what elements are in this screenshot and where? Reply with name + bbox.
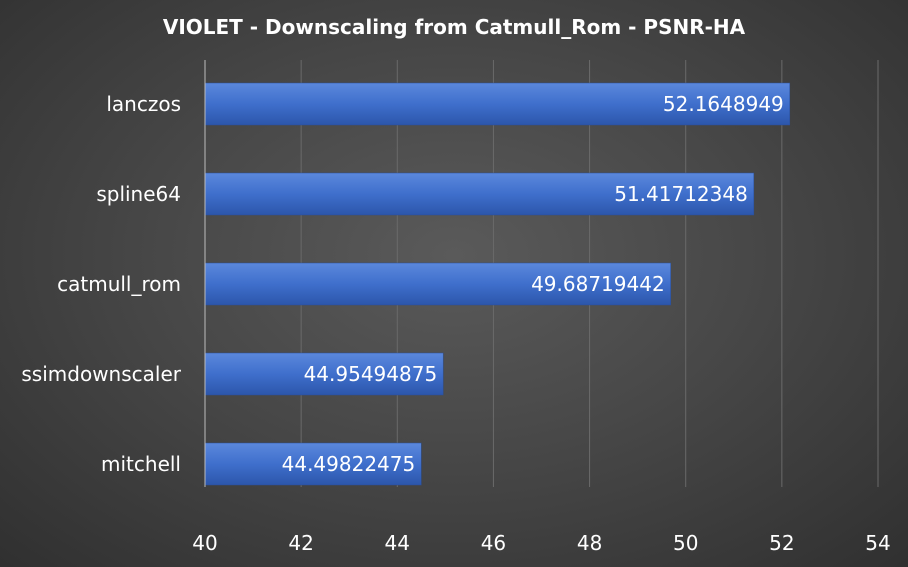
bar-lanczos (204, 82, 791, 126)
category-label: mitchell (101, 452, 181, 476)
category-label: ssimdownscaler (21, 362, 181, 386)
category-labels: lanczos spline64 catmull_rom ssimdownscaler… (21, 92, 181, 476)
x-tick-label: 48 (577, 531, 602, 555)
category-label: spline64 (96, 182, 181, 206)
data-label: 52.1648949 (663, 92, 784, 116)
bar-catmull_rom (204, 262, 671, 306)
x-tick-label: 52 (769, 531, 794, 555)
x-tick-label: 46 (481, 531, 506, 555)
x-tick-label: 44 (385, 531, 410, 555)
data-label: 44.49822475 (282, 452, 416, 476)
bar-spline64 (204, 172, 755, 216)
data-label: 51.41712348 (614, 182, 748, 206)
x-tick-label: 42 (288, 531, 313, 555)
x-tick-labels: 40 42 44 46 48 50 52 54 (192, 531, 890, 555)
x-tick-label: 54 (865, 531, 890, 555)
data-labels: 52.1648949 51.41712348 49.68719442 44.95494… (282, 92, 784, 476)
x-tick-label: 50 (673, 531, 698, 555)
data-label: 49.68719442 (531, 272, 665, 296)
category-label: catmull_rom (57, 272, 181, 296)
x-tick-label: 40 (192, 531, 217, 555)
bar-ssimdownscaler (204, 352, 444, 396)
bar-mitchell (204, 442, 422, 486)
chart-title: VIOLET - Downscaling from Catmull_Rom - … (163, 15, 746, 39)
bars (204, 82, 791, 486)
data-label: 44.95494875 (304, 362, 438, 386)
category-label: lanczos (106, 92, 181, 116)
